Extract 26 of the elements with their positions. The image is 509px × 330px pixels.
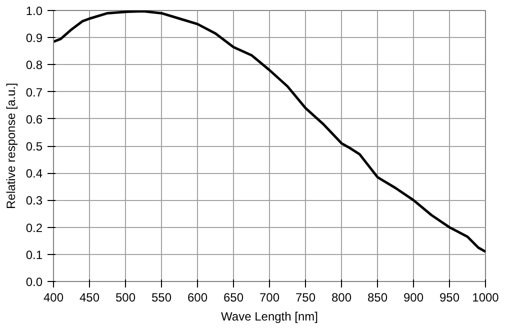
x-tick-label: 700: [259, 290, 280, 304]
x-tick-label: 950: [439, 290, 460, 304]
y-tick-label: 0.7: [26, 85, 43, 100]
y-tick-label: 0.5: [26, 140, 43, 154]
y-tick-label: 1.0: [26, 4, 43, 18]
y-tick-label: 0.4: [26, 166, 43, 181]
x-tick-label: 650: [223, 290, 244, 304]
x-tick-label: 400: [43, 290, 64, 304]
y-axis-title: Relative response [a.u.]: [4, 82, 18, 210]
x-tick-label: 600: [187, 290, 208, 304]
y-tick-label: 0.2: [26, 220, 43, 235]
y-tick-label: 0.6: [26, 112, 43, 126]
x-tick-label: 500: [115, 290, 136, 304]
y-tick-label: 0.8: [26, 58, 43, 72]
y-tick-label: 0.0: [26, 275, 43, 289]
y-tick-label: 0.3: [26, 194, 43, 208]
x-tick-label: 850: [367, 290, 388, 304]
x-tick-label: 750: [295, 290, 316, 304]
x-tick-label: 550: [151, 290, 172, 304]
x-tick-label: 450: [79, 290, 100, 304]
x-axis-title: Wave Length [nm]: [221, 310, 318, 324]
x-tick-label: 900: [403, 290, 424, 304]
y-tick-label: 0.1: [26, 248, 43, 262]
x-tick-label: 800: [331, 290, 352, 304]
y-tick-label: 0.9: [26, 31, 43, 46]
x-tick-label: 1000: [472, 290, 500, 304]
